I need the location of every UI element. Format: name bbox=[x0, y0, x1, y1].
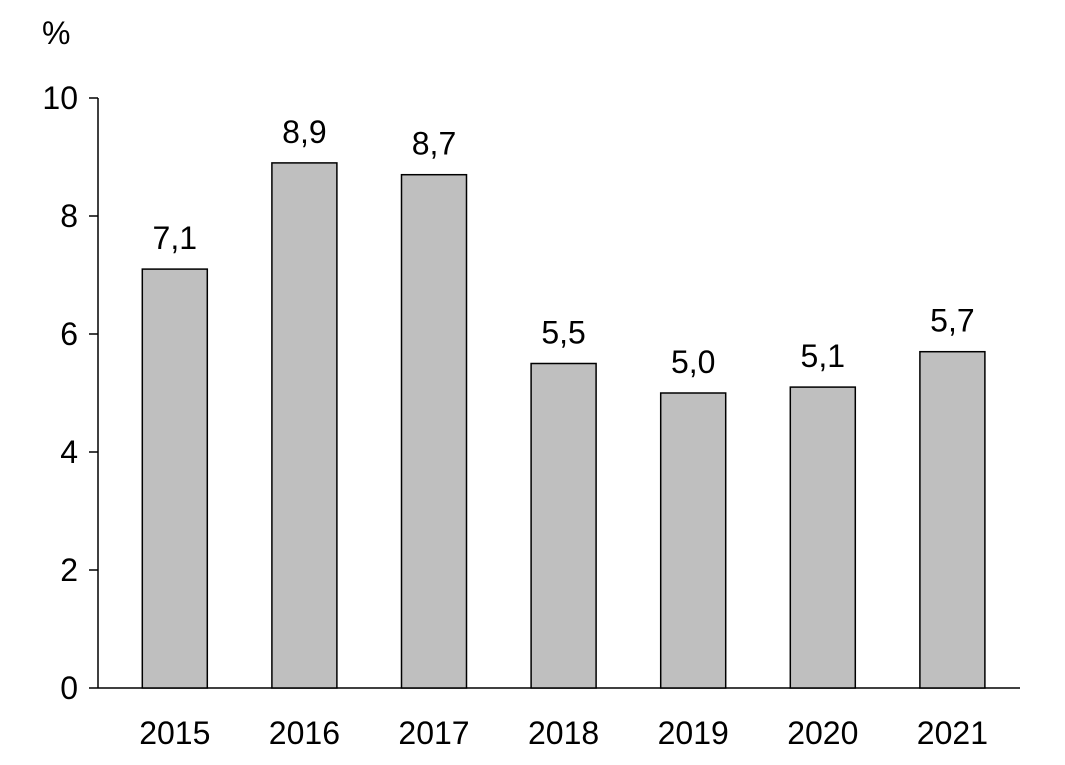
value-label-2016: 8,9 bbox=[282, 114, 326, 150]
value-label-2015: 7,1 bbox=[153, 220, 197, 256]
y-tick-label: 6 bbox=[60, 316, 78, 352]
y-tick-label: 10 bbox=[42, 80, 78, 116]
y-tick-label: 4 bbox=[60, 434, 78, 470]
x-tick-label-2015: 2015 bbox=[139, 715, 210, 751]
x-tick-label-2016: 2016 bbox=[269, 715, 340, 751]
y-tick-label: 0 bbox=[60, 670, 78, 706]
x-tick-label-2019: 2019 bbox=[658, 715, 729, 751]
x-tick-label-2021: 2021 bbox=[917, 715, 988, 751]
value-label-2019: 5,0 bbox=[671, 344, 715, 380]
x-tick-label-2020: 2020 bbox=[787, 715, 858, 751]
x-tick-label-2017: 2017 bbox=[398, 715, 469, 751]
y-axis: 0 2 4 6 8 10 bbox=[42, 80, 99, 706]
y-axis-unit-label: % bbox=[42, 15, 70, 51]
value-label-2018: 5,5 bbox=[541, 315, 585, 351]
bars bbox=[141, 162, 986, 689]
bar-2016 bbox=[271, 162, 338, 689]
bar-2019 bbox=[659, 392, 727, 689]
y-tick-label: 2 bbox=[60, 552, 78, 588]
value-label-2020: 5,1 bbox=[801, 338, 845, 374]
value-label-2017: 8,7 bbox=[412, 126, 456, 162]
bar-2021 bbox=[919, 350, 986, 689]
y-tick-label: 8 bbox=[60, 198, 78, 234]
x-tick-labels: 2015 2016 2017 2018 2019 2020 2021 bbox=[139, 715, 988, 751]
bar-2020 bbox=[789, 386, 857, 689]
value-labels: 7,1 8,9 8,7 5,5 5,0 5,1 5,7 bbox=[153, 114, 975, 380]
bar-2015 bbox=[141, 268, 209, 689]
x-tick-label-2018: 2018 bbox=[528, 715, 599, 751]
bar-2017 bbox=[400, 173, 468, 689]
value-label-2021: 5,7 bbox=[930, 303, 974, 339]
bar-2018 bbox=[530, 362, 597, 689]
